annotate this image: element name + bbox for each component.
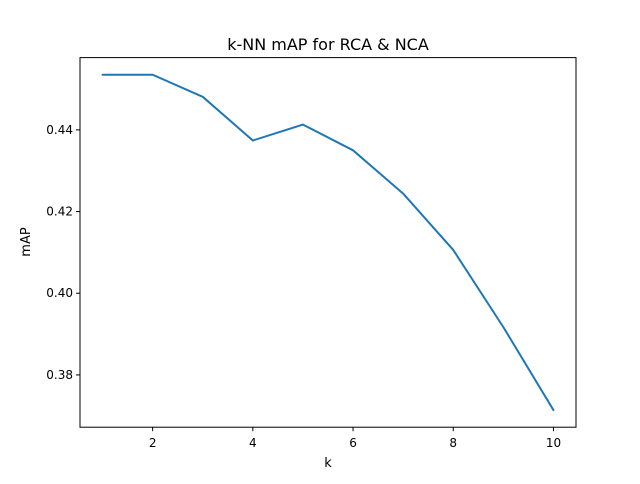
- chart-title: k-NN mAP for RCA & NCA: [227, 35, 429, 54]
- y-axis-ticks: 0.38 0.40 0.42 0.44: [46, 123, 80, 382]
- x-axis-ticks: 2 4 6 8 10: [149, 427, 561, 450]
- y-tick-label: 0.42: [46, 205, 73, 219]
- x-tick-label: 6: [349, 436, 357, 450]
- x-tick-label: 10: [546, 436, 561, 450]
- y-tick-label: 0.38: [46, 368, 73, 382]
- x-tick-label: 8: [449, 436, 457, 450]
- x-axis-label: k: [324, 456, 332, 471]
- x-tick-label: 4: [249, 436, 257, 450]
- y-tick-label: 0.40: [46, 286, 73, 300]
- y-axis-label: mAP: [19, 227, 34, 257]
- series-layer: [101, 73, 555, 412]
- plot-area-frame: [79, 57, 577, 428]
- y-tick-label: 0.44: [46, 123, 73, 137]
- x-tick-label: 2: [149, 436, 157, 450]
- series-line-0: [101, 73, 555, 412]
